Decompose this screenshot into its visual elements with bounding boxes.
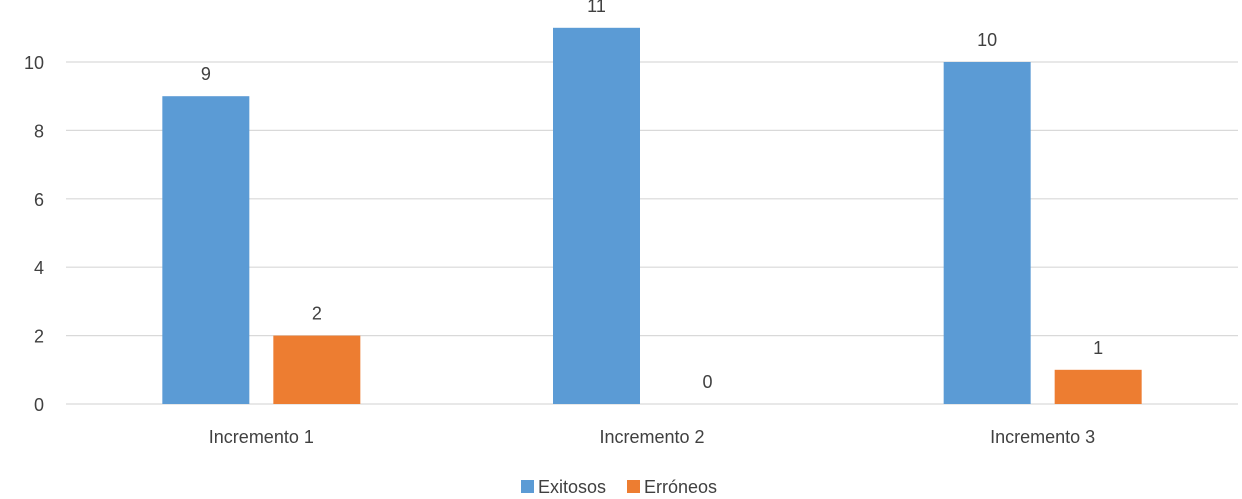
bar-exitosos-1 [162,96,250,404]
data-label: 11 [587,0,606,16]
x-category-label: Incremento 3 [990,427,1095,447]
legend-label: Exitosos [538,477,606,497]
y-tick-label: 6 [34,190,44,210]
data-labels: 9 2 11 0 10 1 [201,0,1103,392]
x-category-label: Incremento 1 [209,427,314,447]
data-label: 0 [702,372,712,392]
legend: Exitosos Erróneos [521,477,717,497]
bar-err-neos-3 [1054,369,1142,404]
y-tick-label: 10 [24,53,44,73]
y-tick-label: 4 [34,258,44,278]
legend-swatch-exitosos [521,480,534,493]
data-label: 9 [201,64,211,84]
bar-err-neos-1 [273,335,361,404]
legend-swatch-err-neos [627,480,640,493]
y-tick-label: 8 [34,121,44,141]
x-axis-category-labels: Incremento 1 Incremento 2 Incremento 3 [209,427,1095,447]
gridlines [66,61,1238,405]
bars [162,27,1142,405]
bar-exitosos-3 [943,62,1031,404]
bar-exitosos-2 [553,27,640,405]
data-label: 1 [1093,338,1103,358]
legend-label: Erróneos [644,477,717,497]
y-axis-tick-labels: 0 2 4 6 8 10 [24,53,44,415]
y-tick-label: 0 [34,395,44,415]
data-label: 2 [312,304,322,324]
y-tick-label: 2 [34,327,44,347]
data-label: 10 [977,30,997,50]
x-category-label: Incremento 2 [599,427,704,447]
